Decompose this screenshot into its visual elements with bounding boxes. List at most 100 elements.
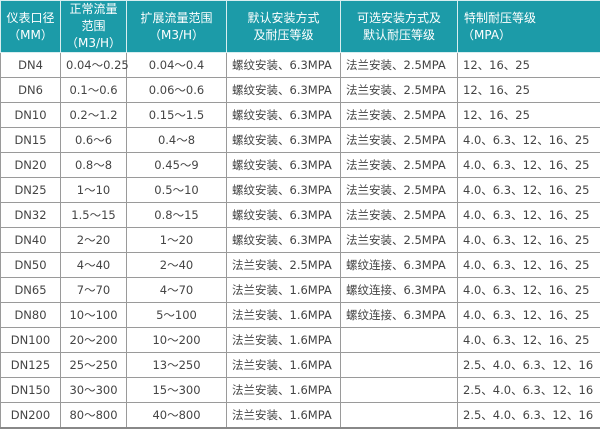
cell-optional-install [341,403,458,429]
cell-special-pressure: 12、16、25 [458,53,600,78]
cell-optional-install: 螺纹连接、6.3MPA [341,278,458,303]
cell-optional-install [341,378,458,403]
header-text: 仪表口径 [5,10,56,27]
cell-normal-flow-range: 0.04～0.25 [61,53,127,78]
header-text: （M3/H） [131,27,222,44]
cell-extended-flow-range: 13～250 [127,353,227,378]
cell-default-install: 螺纹安装、6.3MPA [227,228,341,253]
cell-optional-install [341,328,458,353]
cell-optional-install: 螺纹连接、6.3MPA [341,253,458,278]
cell-diameter: DN15 [1,128,61,153]
cell-default-install: 法兰安装、1.6MPA [227,403,341,429]
cell-diameter: DN50 [1,253,61,278]
cell-optional-install: 法兰安装、2.5MPA [341,178,458,203]
cell-optional-install [341,353,458,378]
cell-diameter: DN25 [1,178,61,203]
header-text: 正常流量范围 [65,1,122,35]
cell-diameter: DN100 [1,328,61,353]
header-row: 仪表口径（MM）正常流量范围（M3/H）扩展流量范围（M3/H）默认安装方式及耐… [1,1,600,53]
header-text: 及耐压等级 [231,27,336,44]
cell-normal-flow-range: 80～800 [61,403,127,429]
cell-extended-flow-range: 4～70 [127,278,227,303]
cell-special-pressure: 4.0、6.3、12、16、25 [458,203,600,228]
cell-default-install: 螺纹安装、6.3MPA [227,53,341,78]
cell-normal-flow-range: 2～20 [61,228,127,253]
header-text: （M3/H） [65,35,122,52]
cell-default-install: 法兰安装、1.6MPA [227,303,341,328]
cell-default-install: 螺纹安装、6.3MPA [227,78,341,103]
cell-extended-flow-range: 1～20 [127,228,227,253]
cell-special-pressure: 4.0、6.3、12、16、25 [458,278,600,303]
cell-extended-flow-range: 0.5～10 [127,178,227,203]
cell-normal-flow-range: 0.2～1.2 [61,103,127,128]
cell-extended-flow-range: 0.45～9 [127,153,227,178]
cell-special-pressure: 2.5、4.0、6.3、12、16 [458,403,600,429]
cell-default-install: 法兰安装、1.6MPA [227,353,341,378]
cell-extended-flow-range: 15～300 [127,378,227,403]
cell-diameter: DN6 [1,78,61,103]
cell-default-install: 法兰安装、1.6MPA [227,378,341,403]
cell-extended-flow-range: 0.15～1.5 [127,103,227,128]
cell-extended-flow-range: 2～40 [127,253,227,278]
cell-extended-flow-range: 40～800 [127,403,227,429]
cell-normal-flow-range: 20～200 [61,328,127,353]
cell-optional-install: 螺纹连接、6.3MPA [341,303,458,328]
header-default-install: 默认安装方式及耐压等级 [227,1,341,53]
cell-diameter: DN10 [1,103,61,128]
cell-special-pressure: 12、16、25 [458,103,600,128]
cell-optional-install: 法兰安装、2.5MPA [341,78,458,103]
cell-default-install: 法兰安装、1.6MPA [227,278,341,303]
cell-default-install: 螺纹安装、6.3MPA [227,203,341,228]
cell-special-pressure: 4.0、6.3、12、16、25 [458,178,600,203]
cell-optional-install: 法兰安装、2.5MPA [341,103,458,128]
header-text: 扩展流量范围 [131,10,222,27]
header-text: 默认耐压等级 [345,27,453,44]
header-optional-install: 可选安装方式及默认耐压等级 [341,1,458,53]
cell-special-pressure: 4.0、6.3、12、16、25 [458,128,600,153]
cell-optional-install: 法兰安装、2.5MPA [341,53,458,78]
cell-normal-flow-range: 4～40 [61,253,127,278]
header-text: （MPA） [462,27,596,44]
cell-special-pressure: 4.0、6.3、12、16、25 [458,328,600,353]
cell-special-pressure: 2.5、4.0、6.3、12、16 [458,353,600,378]
cell-optional-install: 法兰安装、2.5MPA [341,228,458,253]
cell-normal-flow-range: 0.6～6 [61,128,127,153]
header-extended-flow-range: 扩展流量范围（M3/H） [127,1,227,53]
cell-diameter: DN150 [1,378,61,403]
cell-default-install: 螺纹安装、6.3MPA [227,178,341,203]
cell-normal-flow-range: 0.1～0.6 [61,78,127,103]
cell-default-install: 法兰安装、2.5MPA [227,253,341,278]
cell-optional-install: 法兰安装、2.5MPA [341,128,458,153]
cell-default-install: 螺纹安装、6.3MPA [227,128,341,153]
cell-normal-flow-range: 1.5～15 [61,203,127,228]
cell-extended-flow-range: 0.4～8 [127,128,227,153]
cell-extended-flow-range: 0.06～0.6 [127,78,227,103]
cell-diameter: DN20 [1,153,61,178]
cell-special-pressure: 12、16、25 [458,78,600,103]
cell-normal-flow-range: 10～100 [61,303,127,328]
cell-diameter: DN4 [1,53,61,78]
cell-diameter: DN80 [1,303,61,328]
cell-normal-flow-range: 30～300 [61,378,127,403]
cell-extended-flow-range: 0.8～15 [127,203,227,228]
header-normal-flow-range: 正常流量范围（M3/H） [61,1,127,53]
cell-diameter: DN125 [1,353,61,378]
cell-special-pressure: 4.0、6.3、12、16、25 [458,303,600,328]
cell-normal-flow-range: 0.8～8 [61,153,127,178]
header-text: 默认安装方式 [231,10,336,27]
cell-default-install: 螺纹安装、6.3MPA [227,103,341,128]
header-special-pressure: 特制耐压等级（MPA） [458,1,600,53]
